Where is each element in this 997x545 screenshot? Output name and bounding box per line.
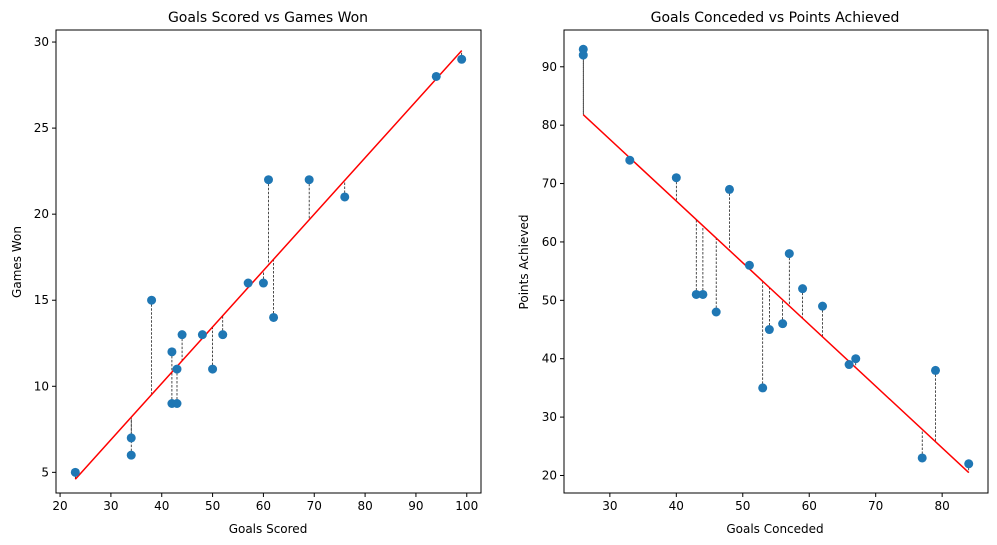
data-point [457,54,467,64]
data-point [431,71,441,81]
y-tick-label: 25 [34,121,49,135]
data-point [851,354,861,364]
right-plot-frame [563,29,989,494]
data-point [625,155,635,165]
y-tick-label: 60 [542,235,557,249]
data-point [744,260,754,270]
left-x-axis-label: Goals Scored [229,522,308,536]
right-y-axis-label: Points Achieved [517,215,531,310]
data-point [930,365,940,375]
data-point [758,383,768,393]
x-tick-label: 30 [602,499,617,513]
x-tick-label: 50 [205,499,220,513]
data-point [578,50,588,60]
y-tick-label: 15 [34,293,49,307]
data-point [147,295,157,305]
data-point [818,301,828,311]
y-tick-label: 30 [34,35,49,49]
y-tick-label: 20 [542,468,557,482]
x-tick-label: 80 [935,499,950,513]
data-point [724,184,734,194]
data-point [172,398,182,408]
regression-line [582,114,970,474]
data-point [844,360,854,370]
y-tick-label: 10 [34,379,49,393]
data-point [764,325,774,335]
data-point [172,364,182,374]
right-plot-elements: 30 40 50 60 70 80 20 30 40 50 60 70 80 90 [542,44,974,513]
right-chart-title: Goals Conceded vs Points Achieved [651,10,900,26]
left-chart-title: Goals Scored vs Games Won [168,10,368,26]
data-point [243,278,253,288]
y-tick-label: 70 [542,177,557,191]
left-y-axis-label: Games Won [10,226,24,298]
x-tick-label: 20 [52,499,67,513]
data-point [798,284,808,294]
data-point [778,319,788,329]
data-point [691,289,701,299]
x-tick-label: 70 [307,499,322,513]
data-point [208,364,218,374]
x-tick-label: 70 [868,499,883,513]
left-plot-frame [55,29,482,494]
y-tick-label: 50 [542,293,557,307]
data-point [258,278,268,288]
data-point [126,433,136,443]
data-point [177,330,187,340]
data-point [711,307,721,317]
data-point [964,459,974,469]
right-x-axis-label: Goals Conceded [726,522,823,536]
y-tick-label: 5 [41,465,49,479]
right-chart: Goals Conceded vs Points Achieved 30 40 50… [517,10,989,536]
data-point [698,289,708,299]
data-point [269,312,279,322]
left-plot-elements: 20 30 40 50 60 70 80 90 100 5 10 15 20 25 30 [34,35,478,513]
x-tick-label: 60 [256,499,271,513]
data-point [197,330,207,340]
left-chart: Goals Scored vs Games Won 20 30 40 50 60 70 80… [10,10,482,536]
data-point [167,347,177,357]
y-tick-label: 90 [542,60,557,74]
data-point [126,450,136,460]
x-tick-label: 100 [455,499,478,513]
data-point [917,453,927,463]
x-tick-label: 40 [669,499,684,513]
x-tick-label: 50 [735,499,750,513]
x-tick-label: 80 [357,499,372,513]
data-point [264,175,273,185]
y-tick-label: 80 [542,118,557,132]
x-tick-label: 90 [408,499,423,513]
regression-line [74,50,463,480]
data-point [671,173,681,183]
x-tick-label: 60 [802,499,817,513]
data-point [304,175,314,185]
data-point [340,192,350,202]
data-point [784,249,794,259]
x-tick-label: 40 [154,499,169,513]
data-point [218,330,228,340]
y-tick-label: 40 [542,352,557,366]
y-tick-label: 20 [34,207,49,221]
data-point [70,467,80,477]
x-tick-label: 30 [103,499,118,513]
y-tick-label: 30 [542,410,557,424]
